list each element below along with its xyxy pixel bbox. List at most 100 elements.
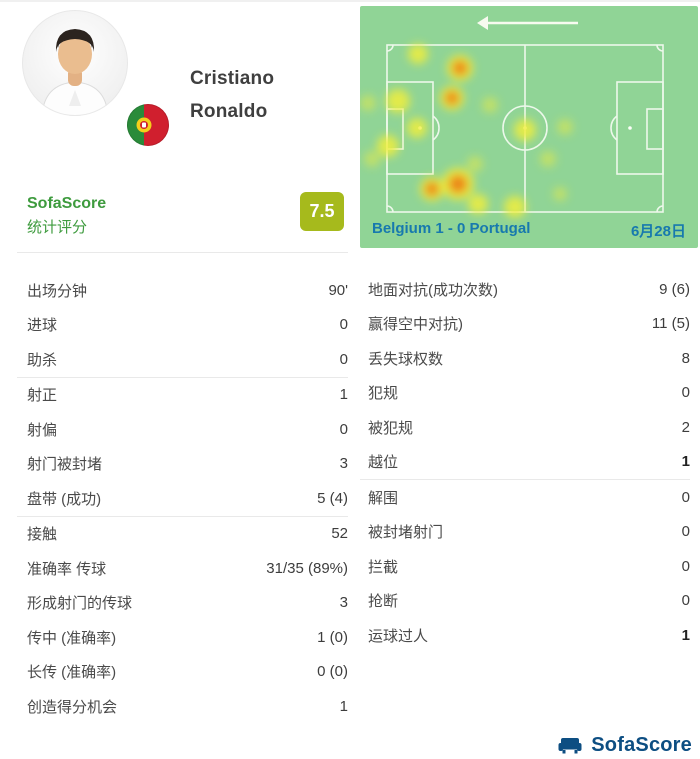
heat-point <box>407 118 427 138</box>
stat-label: 形成射门的传球 <box>27 595 133 613</box>
stat-row: 创造得分机会 1 <box>17 689 348 724</box>
stat-label: 创造得分机会 <box>27 698 118 716</box>
rating-badge: 7.5 <box>300 192 344 231</box>
heat-point <box>377 135 399 157</box>
stat-label: 赢得空中对抗) <box>368 316 463 334</box>
heat-point <box>557 119 573 135</box>
stat-row: 进球 0 <box>17 308 348 343</box>
stat-value: 2 <box>681 418 690 436</box>
heat-point <box>360 95 376 111</box>
stat-label: 拦截 <box>368 558 399 576</box>
stat-label: 越位 <box>368 454 399 472</box>
stat-label: 运球过人 <box>368 627 429 645</box>
stat-row: 地面对抗(成功次数) 9 (6) <box>360 272 690 307</box>
stat-row: 接触 52 <box>17 517 348 552</box>
player-photo-placeholder <box>22 10 128 116</box>
pitch-heatmap <box>360 16 664 218</box>
stat-group: 地面对抗(成功次数) 9 (6) 赢得空中对抗) 11 (5) 丢失球权数 8 犯规 0 被犯规… <box>360 272 690 479</box>
stat-label: 射门被封堵 <box>27 456 103 474</box>
stat-label: 被封堵射门 <box>368 524 444 542</box>
stat-value: 0 <box>339 350 348 368</box>
stat-group: 接触 52 准确率 传球 31/35 (89%) 形成射门的传球 3 传中 (准确率) 1 (… <box>17 515 348 724</box>
stats-column-left: 出场分钟 90' 进球 0 助杀 0 射正 1 射偏 0 射门被封堵 3 盘带 (成功) 5 (4) 接触 5… <box>17 252 348 724</box>
heat-point <box>455 63 465 73</box>
sofascore-logo-text: SofaScore <box>591 733 692 756</box>
stat-value: 0 <box>339 420 348 438</box>
stat-row: 出场分钟 90' <box>17 273 348 308</box>
stat-row: 长传 (准确率) 0 (0) <box>17 655 348 690</box>
stat-row: 拦截 0 <box>360 549 690 584</box>
heat-point <box>553 187 567 201</box>
stat-value: 0 <box>681 488 690 506</box>
player-name-line2: Ronaldo <box>190 101 268 122</box>
heat-point <box>482 97 498 113</box>
stat-row: 被封堵射门 0 <box>360 515 690 550</box>
stat-value: 1 (0) <box>317 628 348 646</box>
match-score: Belgium 1 - 0 Portugal <box>372 220 531 237</box>
stat-row: 运球过人 1 <box>360 618 690 653</box>
stat-value: 0 (0) <box>317 663 348 681</box>
stat-value: 1 <box>681 626 690 644</box>
stat-label: 出场分钟 <box>27 282 88 300</box>
stat-value: 3 <box>339 455 348 473</box>
rating-brand-label: SofaScore <box>27 195 107 212</box>
stat-label: 盘带 (成功) <box>27 490 102 508</box>
stat-row: 射偏 0 <box>17 412 348 447</box>
stat-label: 长传 (准确率) <box>27 664 117 682</box>
stat-value: 0 <box>681 557 690 575</box>
sofascore-logo: SofaScore <box>557 733 692 757</box>
heat-point <box>364 151 380 167</box>
stat-value: 0 <box>681 384 690 402</box>
stat-row: 盘带 (成功) 5 (4) <box>17 481 348 516</box>
stat-row: 助杀 0 <box>17 342 348 377</box>
stat-value: 5 (4) <box>317 489 348 507</box>
player-name: Cristiano Ronaldo <box>190 62 274 128</box>
stat-row: 丢失球权数 8 <box>360 341 690 376</box>
stats-column-right: 地面对抗(成功次数) 9 (6) 赢得空中对抗) 11 (5) 丢失球权数 8 犯规 0 被犯规… <box>360 252 690 653</box>
stat-label: 射偏 <box>27 421 58 439</box>
heat-point <box>448 94 456 102</box>
stat-group: 解围 0 被封堵射门 0 拦截 0 抢断 0 运球过人 1 <box>360 479 690 653</box>
stat-value: 1 <box>339 697 348 715</box>
stat-value: 1 <box>339 386 348 404</box>
stat-label: 射正 <box>27 387 58 405</box>
stat-value: 3 <box>339 594 348 612</box>
stat-group: 射正 1 射偏 0 射门被封堵 3 盘带 (成功) 5 (4) <box>17 376 348 516</box>
stat-row: 犯规 0 <box>360 376 690 411</box>
portugal-flag-icon <box>127 104 169 146</box>
stat-label: 传中 (准确率) <box>27 629 117 647</box>
stat-row: 形成射门的传球 3 <box>17 586 348 621</box>
stat-value: 31/35 (89%) <box>266 559 348 577</box>
heat-point <box>504 196 526 218</box>
stat-row: 赢得空中对抗) 11 (5) <box>360 307 690 342</box>
stat-label: 准确率 传球 <box>27 560 107 578</box>
stat-row: 射正 1 <box>17 378 348 413</box>
stat-row: 射门被封堵 3 <box>17 447 348 482</box>
stat-label: 助杀 <box>27 351 58 369</box>
sofa-icon <box>558 738 582 754</box>
stat-row: 准确率 传球 31/35 (89%) <box>17 551 348 586</box>
stat-label: 解围 <box>368 489 399 507</box>
stat-label: 地面对抗(成功次数) <box>368 281 498 299</box>
heatmap-panel: Belgium 1 - 0 Portugal 6月28日 <box>360 6 698 248</box>
stat-row: 传中 (准确率) 1 (0) <box>17 620 348 655</box>
stat-value: 0 <box>339 316 348 334</box>
heat-point <box>467 156 483 172</box>
stat-label: 抢断 <box>368 593 399 611</box>
stat-label: 丢失球权数 <box>368 350 444 368</box>
heat-point <box>514 119 536 141</box>
stat-value: 0 <box>681 592 690 610</box>
stat-value: 8 <box>681 349 690 367</box>
rating-subtitle: 统计评分 <box>27 219 88 236</box>
heat-point <box>428 185 436 193</box>
stat-value: 0 <box>681 523 690 541</box>
stat-row: 抢断 0 <box>360 584 690 619</box>
stat-group: 出场分钟 90' 进球 0 助杀 0 <box>17 273 348 377</box>
player-avatar <box>22 10 128 116</box>
stat-label: 接触 <box>27 526 58 544</box>
heat-point <box>540 151 556 167</box>
heat-point <box>452 178 464 190</box>
stat-label: 进球 <box>27 317 58 335</box>
heat-layer <box>360 44 573 218</box>
